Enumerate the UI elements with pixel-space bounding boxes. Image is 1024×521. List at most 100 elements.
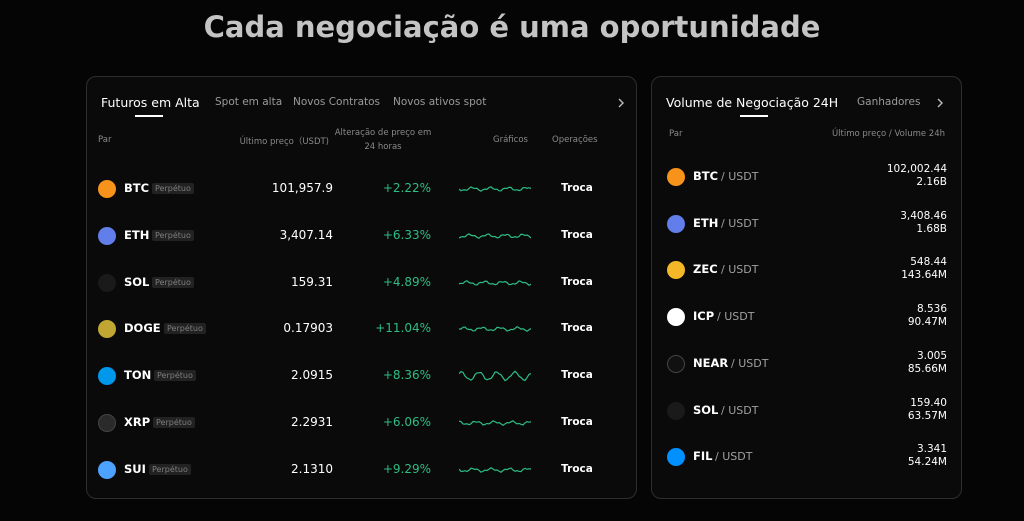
base-symbol: ICP — [693, 309, 715, 324]
symbol: DOGE — [124, 321, 161, 336]
base-symbol: ZEC — [693, 262, 718, 277]
last-price: 102,002.44 — [886, 163, 947, 175]
tab-underline — [740, 115, 768, 117]
price-change: +8.36% — [382, 368, 431, 383]
last-price: 159.40 — [910, 396, 947, 409]
quote-symbol: / USDT — [721, 170, 759, 183]
volume-24h: 2.16B — [916, 176, 947, 188]
coin-icon — [98, 180, 116, 198]
base-symbol: ETH — [693, 215, 719, 230]
tab[interactable]: Spot em alta — [215, 96, 283, 108]
contract-tag: Perpétuo — [153, 417, 195, 428]
column-header: Último preço / Volume 24h — [831, 129, 945, 139]
last-price: 0.17903 — [283, 321, 333, 336]
contract-tag: Perpétuo — [152, 183, 194, 194]
last-price: 548.44 — [910, 256, 947, 269]
coin-icon — [667, 214, 685, 233]
tab[interactable]: Novos Contratos — [293, 96, 381, 108]
price-change: +11.04% — [375, 321, 431, 336]
coin-icon — [98, 226, 116, 245]
price-change: +6.33% — [382, 227, 431, 242]
tab[interactable]: Ganhadores — [857, 96, 921, 108]
column-header: Último preço（USDT) — [239, 137, 329, 147]
price-change: +6.06% — [382, 415, 431, 429]
next-arrow[interactable] — [936, 98, 944, 108]
trade-button[interactable]: Troca — [561, 322, 593, 335]
trade-button[interactable]: Troca — [561, 182, 593, 194]
quote-symbol: / USDT — [721, 216, 759, 230]
coin-icon — [98, 320, 116, 339]
last-price: 8.536 — [916, 303, 947, 316]
contract-tag: Perpétuo — [149, 463, 191, 475]
symbol: ETH — [124, 227, 150, 242]
hot-futures-panel: Futuros em Alta Spot em alta Novos Contrat… — [86, 76, 637, 499]
symbol: SUI — [124, 461, 146, 476]
base-symbol: FIL — [693, 449, 713, 464]
contract-tag: Perpétuo — [152, 229, 194, 241]
price-change: +4.89% — [382, 274, 431, 289]
column-header: Par — [98, 135, 112, 145]
trade-button[interactable]: Troca — [561, 462, 593, 475]
coin-icon — [98, 367, 116, 386]
last-price: 101,957.9 — [271, 181, 333, 195]
coin-icon — [667, 261, 685, 280]
contract-tag: Perpétuo — [154, 370, 196, 382]
trade-button[interactable]: Troca — [561, 416, 593, 428]
last-price: 3,407.14 — [279, 227, 333, 242]
trade-button[interactable]: Troca — [561, 369, 593, 382]
column-header: 24 horas — [364, 142, 402, 152]
sparkline — [459, 326, 531, 333]
coin-icon — [667, 448, 685, 467]
sparkline — [459, 232, 531, 239]
sparkline — [459, 186, 531, 192]
page-title: Cada negociação é uma oportunidade — [203, 10, 821, 44]
coin-icon — [667, 354, 685, 373]
column-header: Operações — [552, 135, 598, 145]
price-change: +2.22% — [382, 181, 431, 195]
quote-symbol: / USDT — [721, 263, 759, 277]
sparkline — [459, 420, 531, 427]
quote-symbol: / USDT — [717, 310, 755, 324]
volume-24h: 143.64M — [901, 269, 947, 282]
trade-button[interactable]: Troca — [561, 228, 593, 241]
symbol: BTC — [124, 181, 150, 195]
last-price: 3.005 — [916, 349, 947, 362]
contract-tag: Perpétuo — [152, 276, 194, 288]
base-symbol: BTC — [693, 169, 719, 183]
price-change: +9.29% — [382, 461, 431, 476]
contract-tag: Perpétuo — [164, 323, 206, 335]
last-price: 2.1310 — [291, 461, 333, 476]
tab[interactable]: Futuros em Alta — [101, 95, 200, 110]
coin-icon — [667, 308, 685, 327]
next-arrow[interactable] — [617, 98, 625, 108]
quote-symbol: / USDT — [731, 356, 769, 370]
symbol: XRP — [124, 415, 151, 429]
volume-24h: 63.57M — [907, 409, 947, 422]
coin-icon — [98, 460, 116, 479]
column-header: Par — [669, 129, 683, 139]
quote-symbol: / USDT — [721, 403, 759, 417]
volume-panel: Volume de Negociação 24H Ganhadores Par Últ… — [651, 76, 962, 499]
volume-24h: 54.24M — [907, 456, 947, 469]
volume-24h: 90.47M — [907, 316, 947, 329]
last-price: 159.31 — [291, 274, 333, 289]
column-header: Gráficos — [493, 135, 528, 145]
last-price: 3.341 — [916, 443, 947, 456]
sparkline — [459, 466, 531, 473]
base-symbol: NEAR — [693, 355, 729, 370]
last-price: 2.2931 — [291, 415, 333, 429]
last-price: 2.0915 — [291, 368, 333, 383]
base-symbol: SOL — [693, 402, 719, 417]
last-price: 3,408.46 — [900, 209, 947, 222]
trade-button[interactable]: Troca — [561, 275, 593, 288]
tab[interactable]: Novos ativos spot — [393, 96, 487, 108]
tab-underline — [135, 115, 163, 117]
tab[interactable]: Volume de Negociação 24H — [666, 95, 839, 110]
coin-icon — [98, 273, 116, 292]
coin-icon — [667, 401, 685, 420]
coin-icon — [98, 414, 116, 432]
volume-24h: 1.68B — [916, 222, 947, 235]
volume-24h: 85.66M — [907, 362, 947, 375]
